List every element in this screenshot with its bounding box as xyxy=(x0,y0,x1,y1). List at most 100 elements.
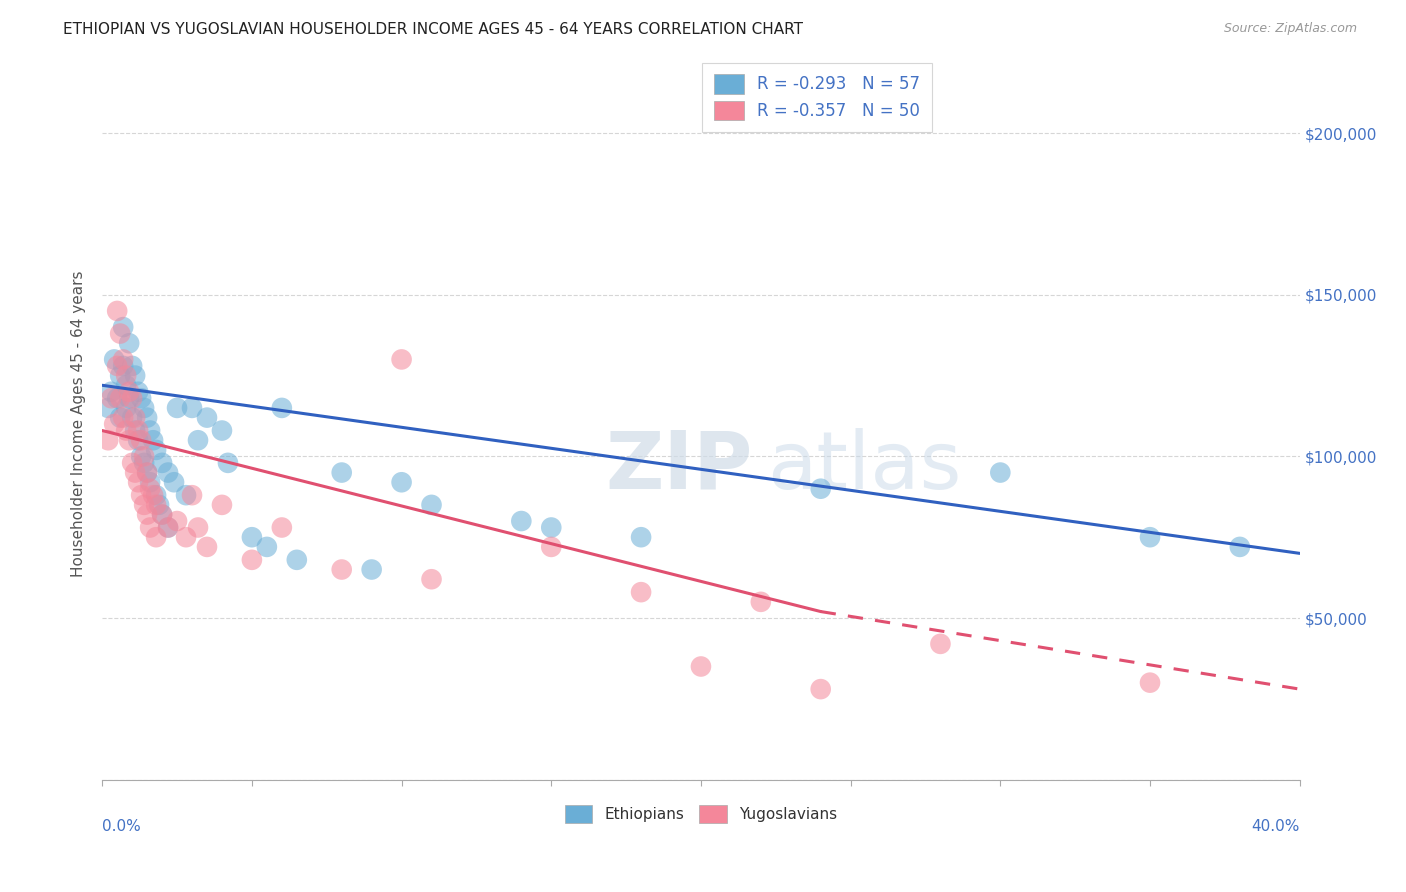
Point xyxy=(240,553,263,567)
Point xyxy=(187,520,209,534)
Point xyxy=(157,520,180,534)
Point xyxy=(929,637,952,651)
Point xyxy=(510,514,533,528)
Point xyxy=(1139,530,1161,544)
Point xyxy=(270,520,292,534)
Point xyxy=(690,659,713,673)
Point xyxy=(630,530,652,544)
Point xyxy=(142,488,165,502)
Point xyxy=(97,401,120,415)
Point xyxy=(150,508,173,522)
Point xyxy=(139,520,162,534)
Point xyxy=(211,424,233,438)
Point xyxy=(112,352,135,367)
Point xyxy=(115,424,138,438)
Point xyxy=(187,434,209,448)
Point xyxy=(136,508,159,522)
Point xyxy=(100,384,122,399)
Text: ZIP: ZIP xyxy=(605,428,752,506)
Point xyxy=(166,514,188,528)
Point xyxy=(124,410,146,425)
Point xyxy=(139,475,162,490)
Point xyxy=(749,595,772,609)
Point xyxy=(139,424,162,438)
Point xyxy=(108,391,131,405)
Point xyxy=(330,466,353,480)
Point xyxy=(166,401,188,415)
Point xyxy=(115,401,138,415)
Point xyxy=(108,326,131,341)
Point xyxy=(174,488,197,502)
Point xyxy=(145,442,167,457)
Point xyxy=(181,401,204,415)
Point xyxy=(121,391,143,405)
Point xyxy=(136,466,159,480)
Point xyxy=(360,562,382,576)
Point xyxy=(145,488,167,502)
Point xyxy=(420,498,443,512)
Point xyxy=(108,410,131,425)
Point xyxy=(195,410,218,425)
Point xyxy=(127,424,149,438)
Point xyxy=(134,456,156,470)
Point xyxy=(134,498,156,512)
Point xyxy=(163,475,186,490)
Point xyxy=(105,391,128,405)
Text: 40.0%: 40.0% xyxy=(1251,819,1299,834)
Point xyxy=(115,368,138,383)
Point xyxy=(810,682,832,697)
Point xyxy=(115,378,138,392)
Point xyxy=(134,401,156,415)
Point xyxy=(195,540,218,554)
Point xyxy=(148,498,170,512)
Point xyxy=(121,359,143,373)
Point xyxy=(118,434,141,448)
Point xyxy=(810,482,832,496)
Point xyxy=(124,368,146,383)
Point xyxy=(285,553,308,567)
Point xyxy=(217,456,239,470)
Point xyxy=(108,368,131,383)
Point xyxy=(105,304,128,318)
Point xyxy=(112,410,135,425)
Point xyxy=(150,508,173,522)
Point xyxy=(330,562,353,576)
Point xyxy=(136,410,159,425)
Text: ETHIOPIAN VS YUGOSLAVIAN HOUSEHOLDER INCOME AGES 45 - 64 YEARS CORRELATION CHART: ETHIOPIAN VS YUGOSLAVIAN HOUSEHOLDER INC… xyxy=(63,22,803,37)
Point xyxy=(112,320,135,334)
Text: 0.0%: 0.0% xyxy=(103,819,141,834)
Point xyxy=(181,488,204,502)
Text: Source: ZipAtlas.com: Source: ZipAtlas.com xyxy=(1223,22,1357,36)
Point xyxy=(630,585,652,599)
Point xyxy=(1139,675,1161,690)
Point xyxy=(420,572,443,586)
Point xyxy=(118,391,141,405)
Point xyxy=(240,530,263,544)
Point xyxy=(129,391,152,405)
Point xyxy=(100,391,122,405)
Point xyxy=(145,498,167,512)
Point xyxy=(103,352,125,367)
Point xyxy=(129,488,152,502)
Point xyxy=(118,336,141,351)
Y-axis label: Householder Income Ages 45 - 64 years: Householder Income Ages 45 - 64 years xyxy=(72,271,86,577)
Text: atlas: atlas xyxy=(766,428,962,506)
Point xyxy=(391,475,413,490)
Point xyxy=(127,384,149,399)
Point xyxy=(157,466,180,480)
Point xyxy=(127,475,149,490)
Point xyxy=(124,424,146,438)
Point xyxy=(157,520,180,534)
Point xyxy=(256,540,278,554)
Point xyxy=(142,434,165,448)
Point xyxy=(129,450,152,464)
Point xyxy=(105,359,128,373)
Point xyxy=(391,352,413,367)
Point xyxy=(174,530,197,544)
Point xyxy=(118,384,141,399)
Point xyxy=(136,466,159,480)
Point xyxy=(127,434,149,448)
Point xyxy=(540,520,562,534)
Point xyxy=(134,450,156,464)
Point xyxy=(540,540,562,554)
